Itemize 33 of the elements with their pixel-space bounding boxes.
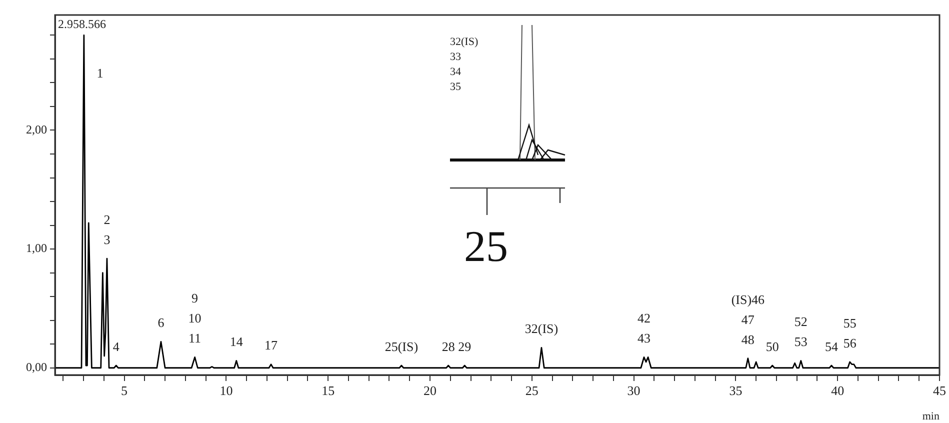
annotation: 4 xyxy=(112,338,120,354)
y-tick-label: 1,00 xyxy=(26,241,47,256)
annotation: 32(IS) xyxy=(524,321,558,336)
x-tick-label: 20 xyxy=(423,383,436,398)
x-tick-label: 25 xyxy=(525,383,538,398)
annotation: 42 43 xyxy=(637,310,650,346)
annotation: 9 10 11 xyxy=(188,290,202,346)
annotation: 29 xyxy=(458,338,472,354)
x-tick-label: 45 xyxy=(933,383,946,398)
annotation: 2 3 xyxy=(104,212,110,247)
x-tick-label: 40 xyxy=(831,383,844,398)
annotation: 54 xyxy=(824,338,838,354)
annotation: 28 xyxy=(442,338,455,354)
annotation: 50 xyxy=(766,338,779,354)
annotation: 6 xyxy=(158,315,165,330)
annotation: 25(IS) xyxy=(384,338,418,354)
annotation: 14 xyxy=(230,334,244,350)
annotation: 52 53 xyxy=(794,314,808,350)
x-tick-label: 10 xyxy=(220,383,233,398)
x-tick-label: 30 xyxy=(627,383,640,398)
x-tick-label: 35 xyxy=(729,383,742,398)
annotation: (IS)46 47 48 xyxy=(731,292,766,347)
annotation: 1 xyxy=(96,65,104,80)
x-axis-title: min xyxy=(922,410,940,422)
annotation: 55 56 xyxy=(843,315,857,350)
y-tick-label: 2,00 xyxy=(26,122,47,136)
annotation: 17 xyxy=(264,338,278,353)
annotation: 25 xyxy=(464,221,508,272)
x-tick-label: 5 xyxy=(121,383,128,398)
annotation: 2.958.566 xyxy=(58,17,106,32)
y-tick-label: 0,00 xyxy=(26,360,47,374)
annotation: 32(IS) 33 34 35 xyxy=(450,35,478,95)
x-tick-label: 15 xyxy=(322,383,335,398)
